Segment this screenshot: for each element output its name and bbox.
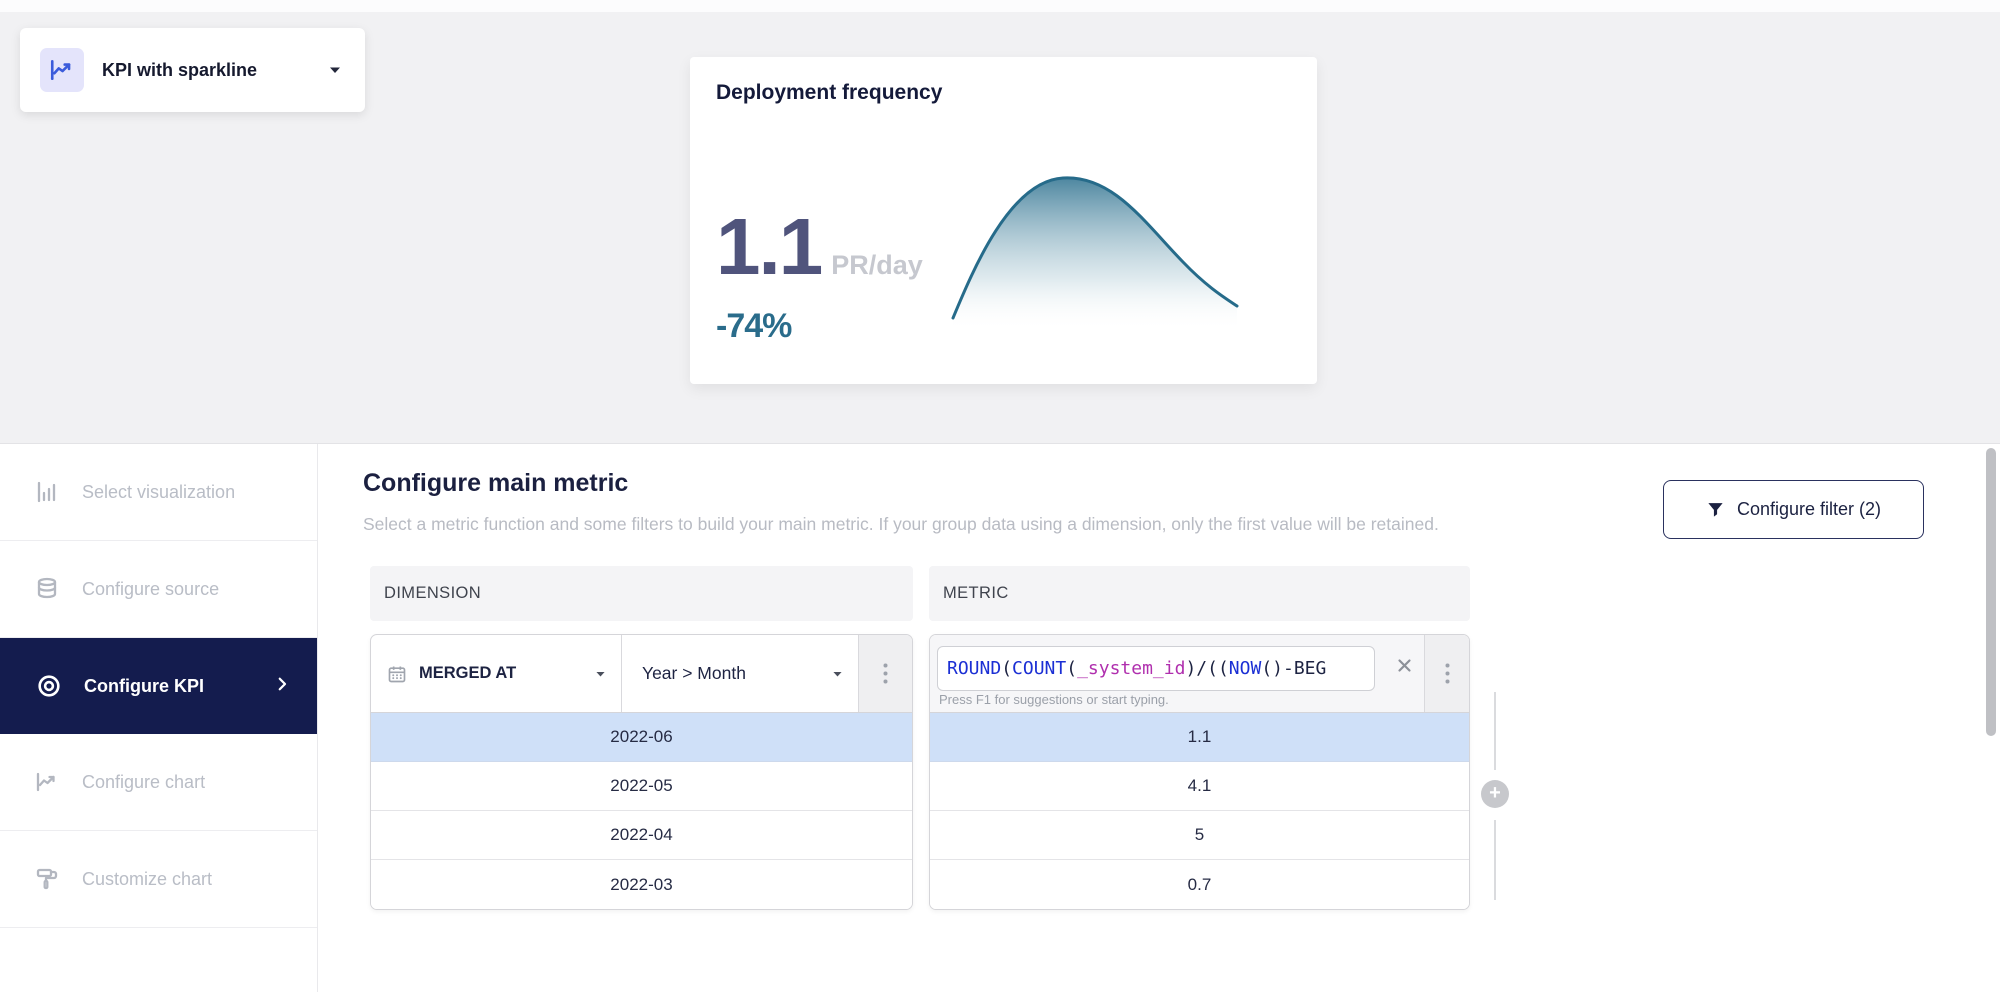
- clear-formula-button[interactable]: [1396, 657, 1413, 679]
- sidebar-item-label: Configure chart: [82, 771, 206, 792]
- bar-chart-icon: [34, 479, 60, 505]
- top-strip: [0, 0, 2000, 12]
- metric-formula-input[interactable]: ROUND(COUNT(_system_id)/((NOW()-BEG: [937, 646, 1375, 691]
- dimension-field-value: MERGED AT: [419, 664, 517, 682]
- formula-token: (: [1066, 658, 1078, 679]
- table-row[interactable]: 2022-03: [371, 860, 912, 909]
- kpi-unit: PR/day: [831, 250, 923, 280]
- table-row[interactable]: 0.7: [930, 860, 1469, 909]
- chevron-down-icon: [833, 671, 842, 676]
- kpi-value: 1.1: [716, 202, 823, 291]
- formula-token: NOW: [1228, 658, 1262, 679]
- sidebar-item-label: Configure KPI: [84, 675, 204, 696]
- formula-token: COUNT: [1012, 658, 1067, 679]
- kpi-title: Deployment frequency: [716, 81, 943, 104]
- kpi-preview-card: Deployment frequency 1.1 PR/day -74%: [690, 57, 1317, 384]
- formula-token: (: [1001, 658, 1013, 679]
- sidebar-item-configure-kpi[interactable]: Configure KPI: [0, 638, 317, 734]
- paint-roller-icon: [34, 866, 60, 892]
- add-metric-button[interactable]: +: [1481, 780, 1509, 808]
- sidebar-item-label: Configure source: [82, 578, 220, 599]
- kebab-icon: [1445, 663, 1449, 684]
- sidebar-item-label: Customize chart: [82, 868, 213, 889]
- metric-table: ROUND(COUNT(_system_id)/((NOW()-BEG Pres…: [929, 634, 1470, 910]
- filter-icon: [1708, 503, 1723, 517]
- configure-filter-label: Configure filter (2): [1736, 499, 1882, 519]
- main-content: Configure main metric Select a metric fu…: [319, 444, 2000, 992]
- dimension-granularity-dropdown[interactable]: Year > Month: [622, 635, 859, 712]
- table-row[interactable]: 2022-04: [371, 811, 912, 860]
- line-chart-icon: [34, 769, 60, 795]
- sparkline-icon: [40, 48, 84, 92]
- sidebar-item-customize-chart[interactable]: Customize chart: [0, 831, 317, 928]
- connector-line: [1494, 692, 1496, 770]
- table-row[interactable]: 4.1: [930, 762, 1469, 811]
- sidebar: Select visualization Configure source: [0, 444, 318, 992]
- formula-token: ROUND: [947, 658, 1002, 679]
- chevron-down-icon: [596, 671, 605, 676]
- database-icon: [34, 576, 60, 602]
- sidebar-item-label: Select visualization: [82, 481, 236, 502]
- formula-token: -BEG: [1283, 658, 1327, 679]
- connector-line: [1494, 820, 1496, 900]
- page-title: Configure main metric: [363, 469, 629, 497]
- dimension-granularity-value: Year > Month: [642, 663, 746, 683]
- formula-hint: Press F1 for suggestions or start typing…: [939, 692, 1169, 707]
- table-row[interactable]: 1.1: [930, 713, 1469, 762]
- page-subtitle: Select a metric function and some filter…: [363, 514, 1439, 534]
- formula-token: (): [1261, 658, 1283, 679]
- sidebar-item-configure-source[interactable]: Configure source: [0, 541, 317, 638]
- table-row[interactable]: 2022-06: [371, 713, 912, 762]
- metric-menu-button[interactable]: [1424, 635, 1469, 712]
- visualization-type-label: KPI with sparkline: [102, 59, 258, 80]
- dimension-field-dropdown[interactable]: MERGED AT: [371, 635, 622, 712]
- chevron-down-icon: [327, 64, 343, 76]
- chevron-right-icon: [273, 675, 291, 698]
- visualization-type-dropdown[interactable]: KPI with sparkline: [20, 28, 365, 112]
- dimension-menu-button[interactable]: [859, 635, 912, 712]
- kpi-delta: -74%: [716, 307, 792, 345]
- table-row[interactable]: 5: [930, 811, 1469, 860]
- metric-section-header: METRIC: [929, 566, 1470, 621]
- sidebar-item-configure-chart[interactable]: Configure chart: [0, 734, 317, 831]
- dimension-table: MERGED AT Year > Month 2022-06 2022-05: [370, 634, 913, 910]
- configure-filter-button[interactable]: Configure filter (2): [1663, 480, 1924, 539]
- close-icon: [1398, 659, 1411, 672]
- sidebar-item-select-visualization[interactable]: Select visualization: [0, 444, 317, 541]
- kebab-icon: [883, 663, 888, 684]
- table-row[interactable]: 2022-05: [371, 762, 912, 811]
- formula-token: _system_id: [1077, 658, 1186, 679]
- calendar-icon: [388, 666, 406, 682]
- kpi-sparkline-chart: [945, 165, 1245, 340]
- configuration-panel: Select visualization Configure source: [0, 443, 2000, 992]
- formula-token: )/((: [1185, 658, 1229, 679]
- target-icon: [36, 673, 62, 699]
- scrollbar-thumb[interactable]: [1986, 448, 1996, 736]
- dimension-section-header: DIMENSION: [370, 566, 913, 621]
